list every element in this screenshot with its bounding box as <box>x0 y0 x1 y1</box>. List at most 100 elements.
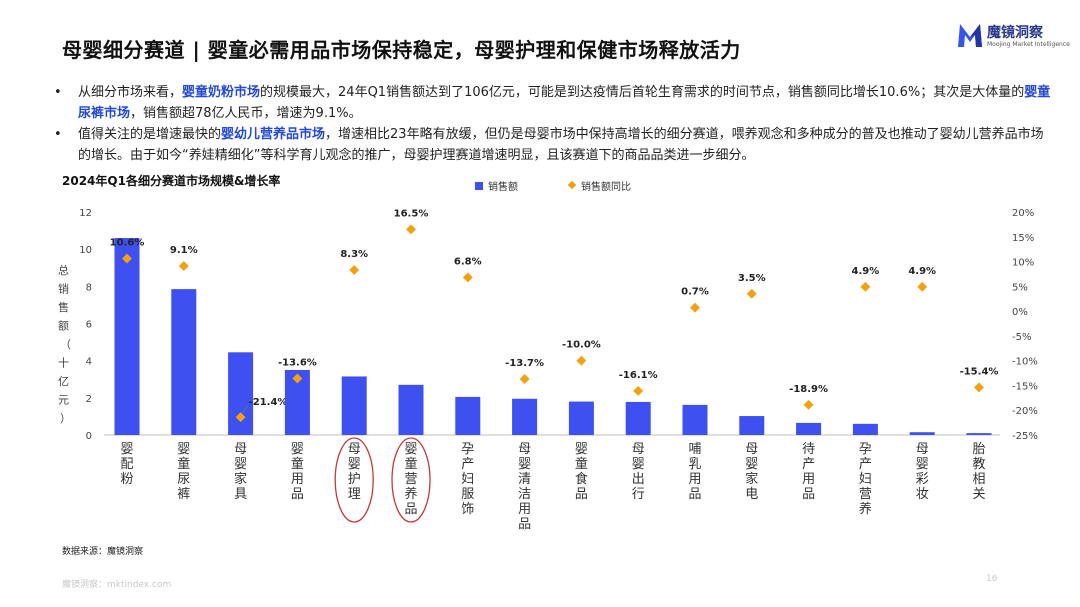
growth-data-label: -15.4% <box>960 366 999 377</box>
growth-data-label: 3.5% <box>738 273 766 284</box>
legend-bar-swatch <box>475 182 483 190</box>
y2-tick-label: -15% <box>1012 381 1038 392</box>
bar <box>455 396 481 435</box>
highlight-nutrition-market: 婴幼儿营养品市场 <box>221 127 326 142</box>
growth-data-label: 6.8% <box>454 256 482 267</box>
y-axis-title: 总销售额（十亿元） <box>58 263 71 425</box>
y2-tick-label: -20% <box>1012 406 1038 417</box>
category-label: 母婴清洁用品 <box>518 442 531 532</box>
y2-tick-label: -10% <box>1012 357 1038 368</box>
moojing-logo-icon <box>958 24 982 47</box>
highlight-circle <box>334 437 374 523</box>
data-source: 数据来源：魔镜洞察 <box>62 547 144 557</box>
market-size-chart: 销售额 销售额同比 0 2 4 6 8 10 12 20% 15% 10% 5% 0% -5% -10% -15… <box>58 180 1038 532</box>
growth-point <box>349 265 360 275</box>
growth-point <box>576 355 587 366</box>
bullet-2-text: 值得关注的是增速最快的 <box>78 127 222 142</box>
bar <box>625 401 651 435</box>
summary-bullets: 从细分市场来看，婴童奶粉市场的规模最大，24年Q1销售额达到了106亿元，可能是… <box>52 82 1052 166</box>
growth-data-label: 8.3% <box>340 249 368 260</box>
y2-tick-label: 0% <box>1012 307 1028 318</box>
brand-logo: 魔镜洞察 Moojing Market Intelligence <box>955 20 1070 50</box>
growth-point <box>235 412 246 423</box>
bullet-1-text: ，销售额超78亿人民币，增速为9.1%。 <box>130 106 362 121</box>
growth-point <box>803 399 814 410</box>
y2-tick-label: 10% <box>1012 258 1034 269</box>
bullet-2: 值得关注的是增速最快的婴幼儿营养品市场，增速相比23年略有放缓，但仍是母婴市场中… <box>52 124 1052 166</box>
bullet-1-text: 的规模最大，24年Q1销售额达到了106亿元，可能是到达疫情后首轮生育需求的时间… <box>260 85 1025 100</box>
bar <box>341 376 367 435</box>
y2-tick-label: 5% <box>1012 282 1028 293</box>
growth-point <box>917 281 928 292</box>
logo-name: 魔镜洞察 <box>987 25 1043 41</box>
highlight-circle <box>391 437 431 523</box>
growth-point <box>974 382 984 393</box>
growth-data-label: 16.5% <box>394 208 429 219</box>
category-label: 胎教相关 <box>972 442 985 502</box>
category-label: 母婴彩妆 <box>916 442 929 502</box>
y2-tick-label: 15% <box>1012 233 1034 244</box>
bar <box>682 404 708 435</box>
bullet-1-text: 从细分市场来看， <box>78 85 183 100</box>
growth-data-label: -13.7% <box>505 358 544 369</box>
category-label: 母婴家具 <box>234 442 247 502</box>
category-label: 婴童尿裤 <box>177 442 190 502</box>
growth-data-label: 0.7% <box>681 287 709 298</box>
growth-data-label: -13.6% <box>278 358 317 369</box>
growth-data-label: -18.9% <box>789 384 828 395</box>
bullet-2-text: ，增速相比23年略有放缓，但仍是母婴市场中保持高增长的细分赛道，喂养观念和多种成… <box>78 127 1044 163</box>
y2-tick-label: -25% <box>1012 431 1038 442</box>
logo-subtitle: Moojing Market Intelligence <box>987 41 1070 48</box>
bar <box>228 352 254 435</box>
growth-data-label: 4.9% <box>852 266 880 277</box>
category-label: 母婴护理 <box>348 442 361 502</box>
y-tick-label: 8 <box>86 282 92 293</box>
bar <box>796 422 822 435</box>
chart-title: 2024年Q1各细分赛道市场规模&增长率 <box>62 174 281 188</box>
y-tick-label: 4 <box>86 357 92 368</box>
growth-point <box>406 224 416 235</box>
footer-site: 魔镜洞察：mktindex.com <box>62 580 172 590</box>
category-label: 婴童用品 <box>291 442 304 502</box>
category-label: 婴童营养品 <box>404 442 417 517</box>
growth-data-label: -21.4% <box>249 397 288 408</box>
category-label: 哺乳用品 <box>688 442 701 502</box>
legend-scatter-swatch <box>567 180 577 190</box>
growth-point <box>178 261 189 271</box>
bar <box>512 398 538 435</box>
growth-point <box>690 302 700 313</box>
growth-data-label: -16.1% <box>619 370 658 381</box>
growth-point <box>462 272 473 283</box>
category-label: 婴童食品 <box>575 442 588 502</box>
growth-data-label: -10.0% <box>562 340 601 351</box>
y-tick-label: 12 <box>79 208 92 219</box>
growth-data-label: 9.1% <box>170 245 198 256</box>
y-tick-label: 2 <box>86 394 92 405</box>
category-label: 孕产妇营养 <box>859 442 872 517</box>
growth-point <box>122 253 132 264</box>
bar <box>398 384 424 435</box>
y-tick-label: 0 <box>86 431 92 442</box>
growth-point <box>519 374 530 384</box>
y2-tick-label: -5% <box>1012 332 1031 343</box>
growth-data-label: 4.9% <box>908 266 936 277</box>
bar <box>568 401 594 435</box>
bullet-1: 从细分市场来看，婴童奶粉市场的规模最大，24年Q1销售额达到了106亿元，可能是… <box>52 82 1052 124</box>
bar <box>114 238 140 435</box>
legend-scatter-label: 销售额同比 <box>581 180 631 193</box>
page-title: 母婴细分赛道 | 婴童必需用品市场保持稳定，母婴护理和保健市场释放活力 <box>62 38 741 62</box>
bar <box>852 423 878 435</box>
category-label: 待产用品 <box>802 442 815 502</box>
y-tick-label: 10 <box>79 245 92 256</box>
growth-point <box>860 281 871 292</box>
highlight-formula-market: 婴童奶粉市场 <box>182 85 261 100</box>
growth-data-label: 10.6% <box>110 238 145 249</box>
growth-point <box>292 373 303 384</box>
bar <box>739 416 765 435</box>
y-tick-label: 6 <box>86 320 92 331</box>
y2-tick-label: 20% <box>1012 208 1034 219</box>
growth-point <box>633 385 644 396</box>
bar <box>909 432 935 435</box>
growth-point <box>746 288 757 299</box>
category-label: 婴配粉 <box>120 442 133 487</box>
